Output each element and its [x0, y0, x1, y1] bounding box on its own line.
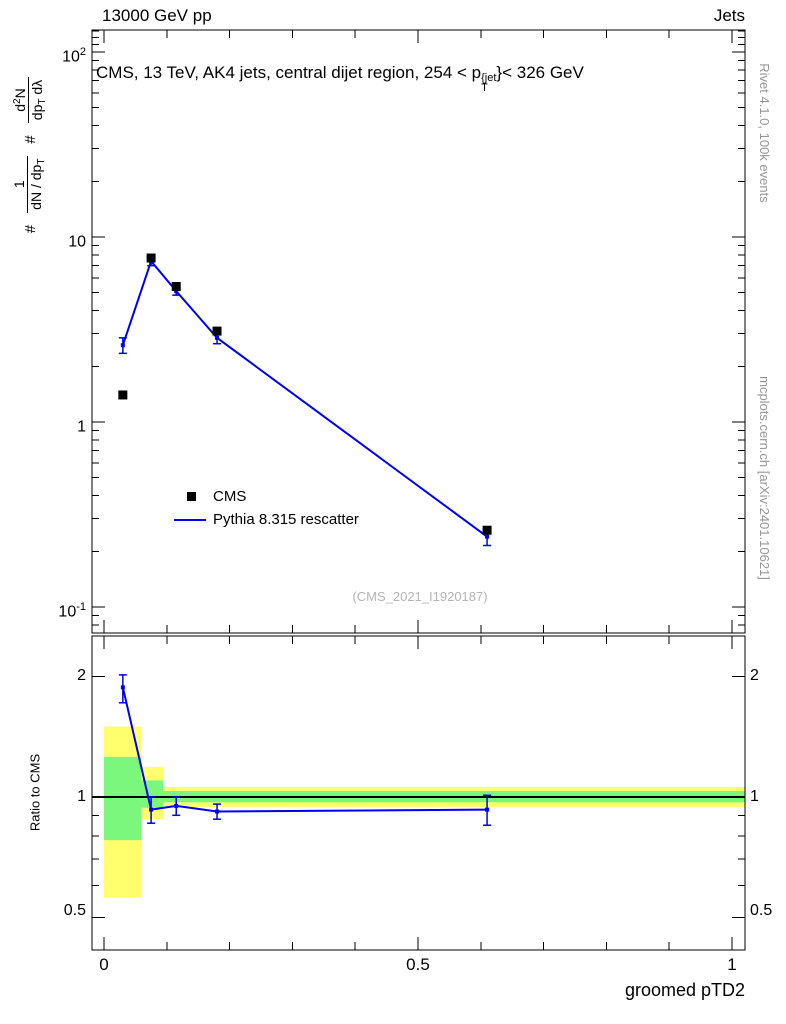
cms-point [146, 253, 156, 263]
ylabel-frac1-num: 1 [10, 155, 28, 213]
ylabel-frac2-den: dpT dλ [28, 79, 48, 121]
x-axis-title: groomed pTD2 [624, 980, 745, 1000]
ratio-series [118, 674, 492, 826]
cms-point [171, 282, 181, 292]
pythia-line [121, 259, 488, 538]
cms-point [212, 326, 222, 336]
ratio-point [149, 807, 154, 812]
pythia-point [174, 289, 179, 294]
plot-title-sup: {jet [481, 72, 497, 84]
ratio-tick-label-0p5-left: 0.5 [63, 902, 86, 919]
y-tick-label-10: 10 [68, 233, 86, 251]
ratio-tick-label-1-right: 1 [750, 788, 759, 805]
ylabel-fraction-1: 1 dN / dpT [10, 155, 50, 213]
ratio-point [215, 809, 220, 814]
ratio-tick-label-0p5-right: 0.5 [750, 902, 773, 919]
y-tick-label-100: 102 [62, 46, 86, 66]
ratio-uncertainty-bands [104, 726, 745, 898]
ratio-point [174, 803, 179, 808]
cms-point [118, 390, 128, 400]
ylabel-fraction-2: d2N dpT dλ [9, 76, 51, 124]
y-tick-label-0p1: 10-1 [58, 601, 86, 621]
beam-energy-label: 13000 GeV pp [102, 6, 212, 25]
analysis-group-label: Jets [713, 6, 745, 25]
x-tick-label-0p5: 0.5 [406, 955, 430, 974]
legend-marker-cms [187, 492, 196, 501]
ratio-y-axis-title: Ratio to CMS [27, 753, 43, 832]
ratio-tick-label-2-right: 2 [750, 667, 759, 684]
plot-title-supsub: {jet T [481, 72, 497, 94]
pythia-point [485, 534, 490, 539]
x-tick-label-1: 1 [727, 955, 737, 974]
plot-title-post: }< 326 GeV [496, 63, 584, 82]
ratio-tick-label-2-left: 2 [77, 667, 86, 684]
axis-ticks [92, 30, 745, 950]
plot-title: CMS, 13 TeV, AK4 jets, central dijet reg… [96, 63, 584, 94]
ratio-point [485, 807, 490, 812]
ratio-tick-label-1-left: 1 [77, 788, 86, 805]
plot-frames [91, 29, 746, 951]
pythia-point [215, 335, 220, 340]
legend-marker-pythia [174, 519, 206, 521]
y-tick-label-1: 1 [77, 418, 86, 436]
x-tick-label-0: 0 [99, 955, 109, 974]
cms-point [482, 525, 492, 535]
analysis-id-watermark: (CMS_2021_I1920187) [352, 589, 488, 604]
generator-version-note: Rivet 4.1.0, 100k events [757, 63, 772, 203]
pythia-series [118, 256, 492, 547]
ylabel-frac2-num: d2N [9, 76, 29, 124]
cms-series [118, 253, 492, 535]
ylabel-frac1-den: dN / dpT [27, 158, 47, 210]
pythia-point [120, 343, 125, 348]
plot-title-pre: CMS, 13 TeV, AK4 jets, central dijet reg… [96, 63, 482, 82]
mcplots-arxiv-note: mcplots.cern.ch [arXiv:2401.10621] [757, 376, 772, 580]
ratio-point [120, 685, 125, 690]
ylabel-hash-2: # [21, 135, 39, 144]
band-green [104, 756, 142, 841]
legend-label-cms: CMS [213, 488, 247, 505]
plot-title-sub: T [481, 82, 488, 94]
legend-label-pythia: Pythia 8.315 rescatter [213, 511, 359, 528]
main-panel-frame [91, 29, 746, 634]
